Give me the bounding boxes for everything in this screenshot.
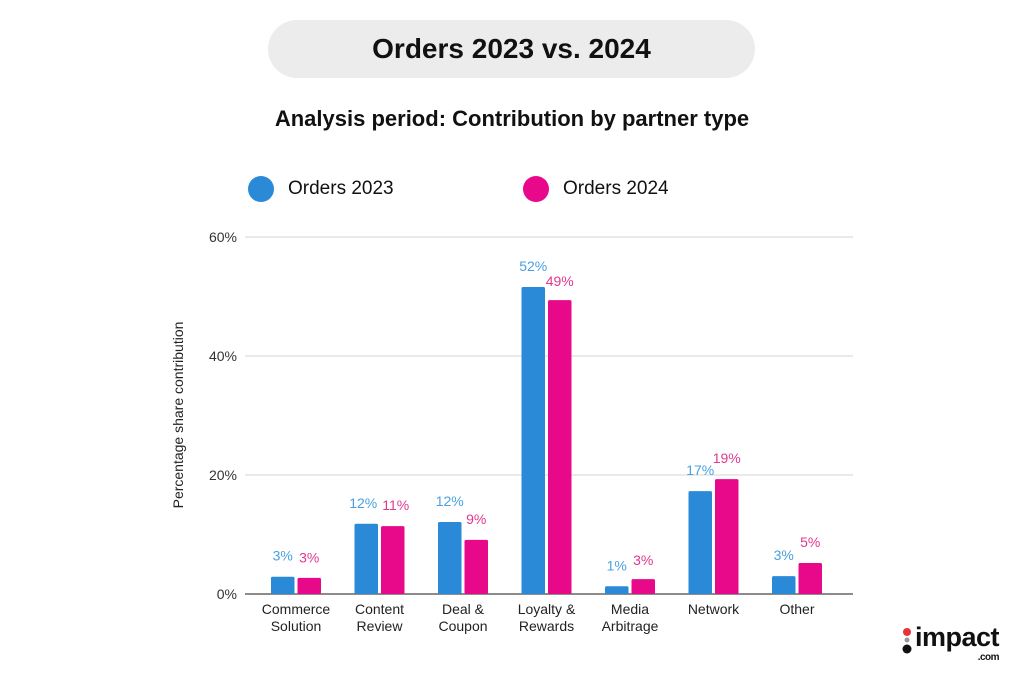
data-label: 9%	[466, 511, 486, 527]
y-axis-label: Percentage share contribution	[170, 322, 186, 509]
y-tick-label: 60%	[209, 229, 237, 245]
x-tick-label: Coupon	[438, 618, 487, 634]
bar-orders-2023	[605, 586, 629, 594]
x-tick-label: Rewards	[519, 618, 574, 634]
data-label: 3%	[633, 552, 653, 568]
legend-swatch	[523, 176, 549, 202]
x-tick-label: Deal &	[442, 601, 485, 617]
legend-label: Orders 2023	[288, 178, 394, 199]
bar-orders-2024	[798, 563, 822, 594]
legend-item-2024: Orders 2024	[523, 176, 669, 202]
bar-orders-2024	[381, 526, 405, 594]
impact-logo: impact .com	[902, 622, 1000, 663]
data-label: 1%	[607, 557, 627, 573]
bar-orders-2023	[688, 491, 712, 594]
data-label: 3%	[273, 548, 293, 564]
chart-subtitle: Analysis period: Contribution by partner…	[274, 106, 750, 131]
bar-orders-2024	[631, 579, 655, 594]
x-tick-label: Arbitrage	[602, 618, 659, 634]
data-label: 3%	[774, 547, 794, 563]
data-label: 17%	[686, 462, 714, 478]
bar-orders-2023	[354, 523, 378, 594]
x-tick-label: Other	[779, 601, 814, 617]
legend-item-2023: Orders 2023	[248, 176, 394, 202]
data-label: 5%	[800, 534, 820, 550]
x-tick-label: Media	[611, 601, 649, 617]
data-label: 3%	[299, 550, 319, 566]
x-tick-label: Commerce	[262, 601, 331, 617]
bar-orders-2024	[297, 577, 321, 594]
data-label: 12%	[436, 493, 464, 509]
x-tick-label: Network	[688, 601, 740, 617]
bar-orders-2024	[548, 300, 572, 594]
x-tick-label: Review	[357, 618, 404, 634]
data-label: 19%	[713, 450, 741, 466]
data-label: 52%	[519, 258, 547, 274]
legend-label: Orders 2024	[563, 178, 669, 199]
bar-orders-2024	[715, 479, 739, 594]
data-label: 11%	[382, 497, 409, 513]
data-label: 12%	[349, 495, 377, 511]
legend-swatch	[248, 176, 274, 202]
data-label: 49%	[546, 273, 574, 289]
x-tick-label: Content	[355, 601, 404, 617]
bar-orders-2023	[271, 576, 295, 594]
bar-orders-2023	[438, 522, 462, 594]
y-tick-label: 0%	[217, 586, 237, 602]
chart-title-pill: Orders 2023 vs. 2024	[268, 20, 755, 78]
bar-orders-2023	[521, 286, 545, 594]
bar-orders-2024	[464, 539, 488, 594]
y-tick-label: 20%	[209, 467, 237, 483]
bar-orders-2023	[772, 576, 796, 594]
x-tick-label: Loyalty &	[518, 601, 576, 617]
y-tick-label: 40%	[209, 348, 237, 364]
x-tick-label: Solution	[271, 618, 322, 634]
